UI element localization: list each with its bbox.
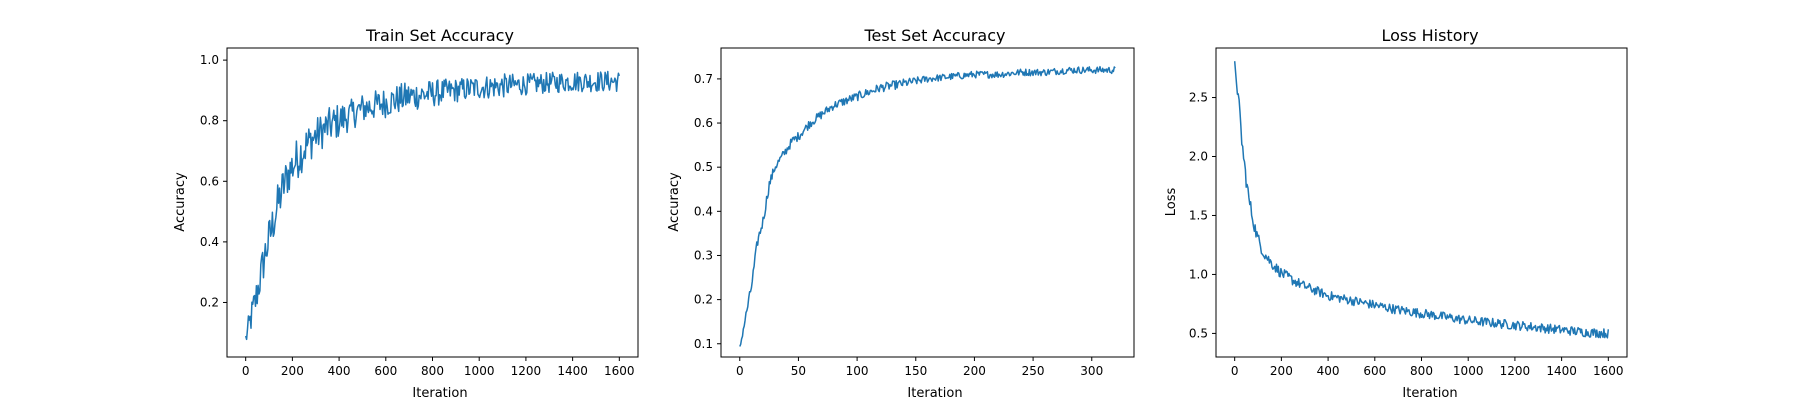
y-tick-label: 0.5 bbox=[1189, 326, 1208, 340]
y-axis-label: Accuracy bbox=[667, 172, 682, 232]
x-tick-label: 1000 bbox=[464, 364, 495, 378]
y-tick-label: 2.5 bbox=[1189, 91, 1208, 105]
y-axis-label: Loss bbox=[1164, 188, 1179, 217]
x-tick-label: 0 bbox=[1231, 364, 1239, 378]
x-tick-label: 50 bbox=[791, 364, 806, 378]
y-tick-label: 0.3 bbox=[694, 248, 713, 262]
y-tick-label: 0.6 bbox=[694, 116, 713, 130]
x-tick-label: 800 bbox=[421, 364, 444, 378]
x-tick-label: 1200 bbox=[511, 364, 542, 378]
chart-title: Train Set Accuracy bbox=[365, 26, 514, 45]
panel-train-accuracy: Train Set Accuracy Iteration Accuracy 0 2… bbox=[173, 26, 639, 400]
panel-loss-history: Loss History Iteration Loss 0 200 400 600 80… bbox=[1164, 26, 1628, 400]
x-tick-label: 1400 bbox=[1546, 364, 1577, 378]
x-tick-label: 1200 bbox=[1500, 364, 1531, 378]
x-tick-label: 1400 bbox=[557, 364, 588, 378]
y-tick-label: 1.0 bbox=[1189, 267, 1208, 281]
x-tick-label: 800 bbox=[1410, 364, 1433, 378]
x-tick-label: 1600 bbox=[604, 364, 635, 378]
y-tick-label: 0.5 bbox=[694, 160, 713, 174]
x-tick-label: 150 bbox=[904, 364, 927, 378]
y-axis-label: Accuracy bbox=[173, 172, 188, 232]
y-tick-label: 0.6 bbox=[200, 174, 219, 188]
x-tick-label: 300 bbox=[1080, 364, 1103, 378]
x-tick-label: 200 bbox=[963, 364, 986, 378]
x-tick-label: 250 bbox=[1022, 364, 1045, 378]
y-tick-label: 0.2 bbox=[200, 295, 219, 309]
x-tick-label: 200 bbox=[1270, 364, 1293, 378]
x-tick-label: 400 bbox=[328, 364, 351, 378]
y-tick-label: 0.4 bbox=[200, 235, 219, 249]
y-tick-label: 1.0 bbox=[200, 53, 219, 67]
x-axis-label: Iteration bbox=[1402, 386, 1457, 400]
series-line bbox=[1233, 61, 1610, 339]
series-line bbox=[739, 65, 1116, 347]
series-line bbox=[244, 70, 621, 341]
y-tick-label: 0.1 bbox=[694, 337, 713, 351]
y-tick-label: 2.0 bbox=[1189, 150, 1208, 164]
x-tick-label: 600 bbox=[374, 364, 397, 378]
chart-title: Test Set Accuracy bbox=[864, 26, 1006, 45]
plot-frame bbox=[720, 47, 1135, 358]
y-tick-label: 0.7 bbox=[694, 72, 713, 86]
y-tick-label: 0.2 bbox=[694, 293, 713, 307]
x-tick-label: 600 bbox=[1363, 364, 1386, 378]
x-tick-label: 400 bbox=[1317, 364, 1340, 378]
y-tick-label: 0.4 bbox=[694, 204, 713, 218]
x-tick-label: 100 bbox=[846, 364, 869, 378]
x-tick-label: 1600 bbox=[1593, 364, 1624, 378]
panel-test-accuracy: Test Set Accuracy Iteration Accuracy 0 50… bbox=[667, 26, 1135, 400]
y-tick-label: 1.5 bbox=[1189, 208, 1208, 222]
x-axis-label: Iteration bbox=[907, 386, 962, 400]
chart-title: Loss History bbox=[1381, 26, 1478, 45]
x-tick-label: 200 bbox=[281, 364, 304, 378]
x-tick-label: 0 bbox=[736, 364, 744, 378]
x-axis-label: Iteration bbox=[412, 386, 467, 400]
y-tick-label: 0.8 bbox=[200, 114, 219, 128]
x-tick-label: 1000 bbox=[1453, 364, 1484, 378]
x-tick-label: 0 bbox=[242, 364, 250, 378]
